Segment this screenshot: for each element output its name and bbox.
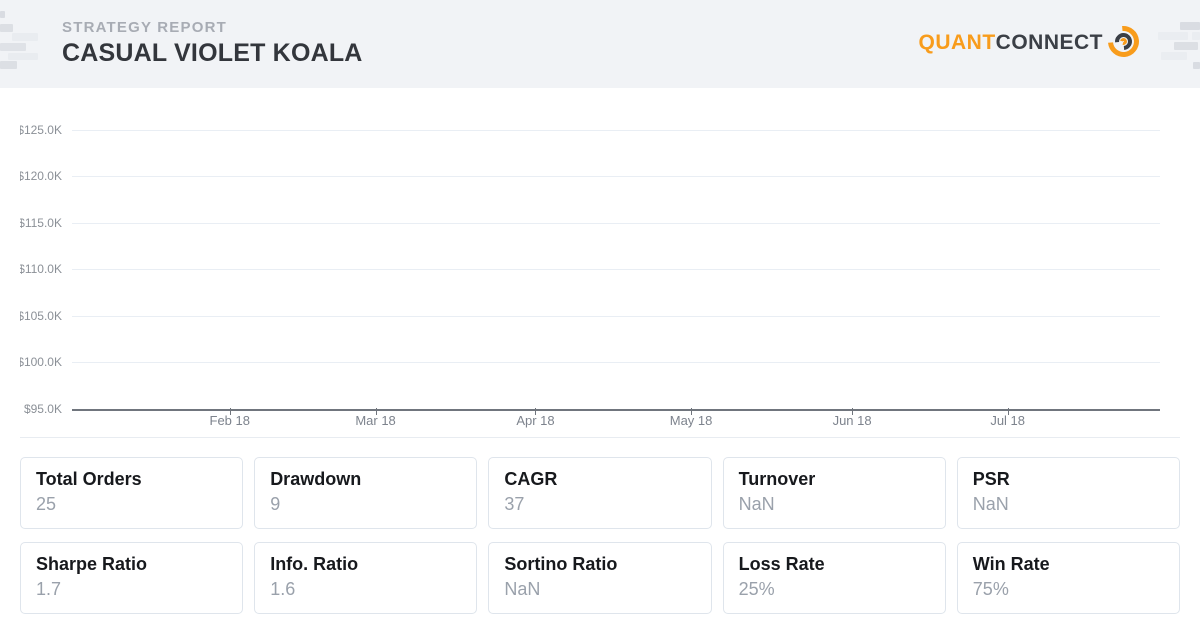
stat-value: 25% <box>738 579 775 599</box>
strategy-report-page: STRATEGY REPORT CASUAL VIOLET KOALA QUAN… <box>0 0 1200 614</box>
y-gridline <box>72 315 1160 317</box>
x-axis-tick-label: Mar 18 <box>355 413 396 428</box>
y-gridline <box>72 362 1160 363</box>
stat-label: Loss Rate <box>738 554 825 574</box>
stat-card: Turnover NaN <box>722 457 946 529</box>
y-axis-tick-label: $95.0K <box>23 401 62 416</box>
stat-value: NaN <box>972 494 1009 514</box>
x-axis-tick <box>691 408 693 415</box>
quantconnect-logo: QUANT CONNECT <box>918 19 1146 63</box>
quantconnect-logo-icon <box>1101 19 1146 63</box>
stat-value: NaN <box>738 494 775 514</box>
stat-label: Info. Ratio <box>270 554 359 574</box>
stat-value: 9 <box>270 494 281 514</box>
x-axis-line <box>72 408 1160 411</box>
x-axis-tick <box>852 408 854 415</box>
x-axis-tick-label: Jul 18 <box>990 413 1026 428</box>
y-axis-tick-label: $120.0K <box>20 169 62 183</box>
x-axis-tick <box>535 408 537 415</box>
y-gridline <box>72 269 1160 270</box>
stat-card: Win Rate 75% <box>956 542 1180 614</box>
x-axis-tick-label: Feb 18 <box>209 413 250 428</box>
stat-card: Info. Ratio 1.6 <box>254 542 478 614</box>
stat-card: Total Orders 25 <box>20 457 244 529</box>
y-axis-tick-label: $115.0K <box>20 215 62 230</box>
y-axis-tick-label: $110.0K <box>20 262 62 276</box>
stat-card: PSR NaN <box>956 457 1180 529</box>
stat-value: 1.6 <box>270 579 296 599</box>
x-axis-tick-label: Jun 18 <box>832 413 872 428</box>
stat-label: CAGR <box>504 469 558 489</box>
stat-value: 37 <box>504 494 525 514</box>
y-axis-tick-label: $125.0K <box>20 122 62 137</box>
strategy-name: CASUAL VIOLET KOALA <box>62 39 363 67</box>
stat-label: Win Rate <box>972 554 1050 574</box>
stat-label: Total Orders <box>36 469 142 489</box>
stat-card: Drawdown 9 <box>254 457 478 529</box>
stat-value: NaN <box>504 579 541 599</box>
y-gridline <box>72 129 1160 131</box>
stat-label: PSR <box>972 469 1010 489</box>
stats-grid: Total Orders 25 Drawdown 9 CAGR 37 Turnover NaN… <box>20 457 1180 614</box>
x-axis-tick-label: Apr 18 <box>516 413 555 428</box>
x-axis-band: Feb 18 Mar 18 Apr 18 May 18 Jun 18 Jul 18 <box>72 88 1160 437</box>
y-axis-tick-label: $100.0K <box>20 355 62 369</box>
stat-label: Drawdown <box>270 469 362 489</box>
x-axis-tick <box>375 408 377 415</box>
stat-label: Sharpe Ratio <box>36 554 148 574</box>
stat-label: Turnover <box>738 469 816 489</box>
logo-text-quant: QUANT <box>918 31 996 54</box>
stat-value: 25 <box>36 494 57 514</box>
chart-plot-area: $125.0K $120.0K $115.0K $110.0K $105.0K $100.… <box>20 88 1180 437</box>
logo-text-connect: CONNECT <box>995 31 1103 54</box>
equity-chart: $125.0K $120.0K $115.0K $110.0K $105.0K $100.… <box>20 88 1180 438</box>
report-header: STRATEGY REPORT CASUAL VIOLET KOALA QUAN… <box>0 0 1200 88</box>
x-axis-tick <box>229 408 231 415</box>
stat-card: CAGR 37 <box>488 457 712 529</box>
y-axis-tick-label: $105.0K <box>20 308 62 323</box>
stat-card: Sharpe Ratio 1.7 <box>20 542 244 614</box>
stat-label: Sortino Ratio <box>504 554 618 574</box>
y-gridline <box>72 176 1160 177</box>
y-gridline <box>72 222 1160 224</box>
x-axis-tick-label: May 18 <box>669 413 713 428</box>
stat-value: 1.7 <box>36 579 62 599</box>
stat-card: Loss Rate 25% <box>722 542 946 614</box>
x-axis-tick <box>1007 408 1009 415</box>
report-type-label: STRATEGY REPORT <box>62 19 227 36</box>
stat-value: 75% <box>972 579 1009 599</box>
report-title-block: STRATEGY REPORT CASUAL VIOLET KOALA <box>62 19 363 68</box>
stat-card: Sortino Ratio NaN <box>488 542 712 614</box>
